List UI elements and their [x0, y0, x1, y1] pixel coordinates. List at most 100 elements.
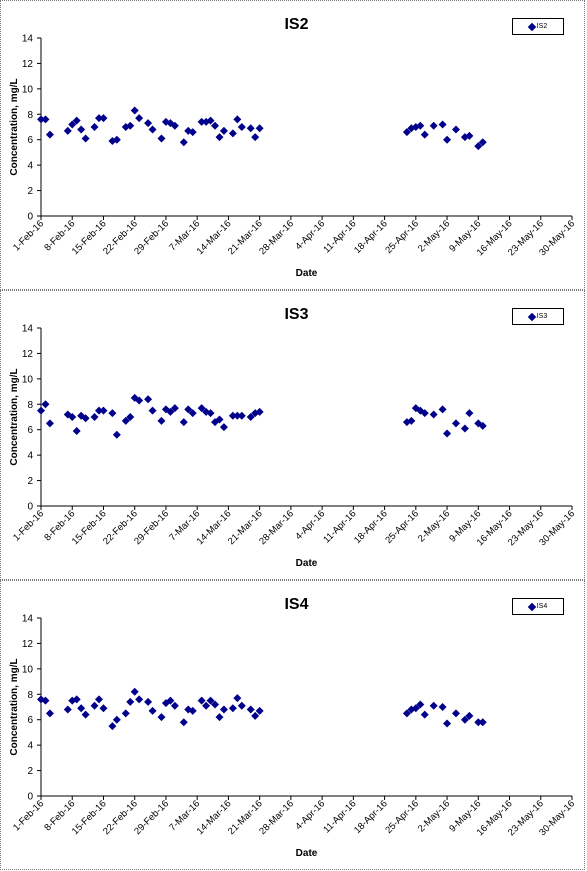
- data-point: [228, 129, 237, 138]
- data-point: [179, 718, 188, 727]
- x-tick-label: 25-Apr-16: [383, 218, 421, 256]
- data-point: [429, 121, 438, 130]
- x-tick-label: 2-May-16: [416, 508, 452, 544]
- legend-is4: IS4: [512, 598, 564, 615]
- data-point: [45, 709, 54, 718]
- data-point: [211, 121, 220, 130]
- data-point: [95, 406, 104, 415]
- data-point: [72, 695, 81, 704]
- data-point: [112, 135, 121, 144]
- data-point: [451, 125, 460, 134]
- data-point: [197, 404, 206, 413]
- data-point: [228, 411, 237, 420]
- data-point: [99, 704, 108, 713]
- chart-title: IS3: [284, 306, 308, 323]
- data-point: [246, 705, 255, 714]
- data-point: [90, 701, 99, 710]
- data-point: [130, 687, 139, 696]
- legend-marker-icon: [527, 312, 536, 321]
- data-point: [251, 133, 260, 142]
- data-point: [170, 701, 179, 710]
- data-point: [219, 705, 228, 714]
- data-point: [144, 697, 153, 706]
- data-point: [41, 400, 50, 409]
- y-tick-label: 4: [27, 161, 33, 172]
- y-tick-label: 14: [22, 324, 34, 335]
- data-point: [77, 125, 86, 134]
- data-point: [478, 718, 487, 727]
- chart-svg-is2: IS2024681012141-Feb-168-Feb-1615-Feb-162…: [9, 16, 577, 279]
- data-point: [237, 123, 246, 131]
- x-tick-label: 29-Feb-16: [132, 798, 171, 837]
- legend-label: IS4: [536, 603, 548, 610]
- y-tick-label: 6: [27, 715, 33, 726]
- data-point: [148, 706, 157, 715]
- data-point: [112, 430, 121, 439]
- x-tick-label: 1-Feb-16: [11, 218, 46, 253]
- data-point: [206, 696, 215, 705]
- data-point: [188, 409, 197, 418]
- data-point: [474, 718, 483, 727]
- data-point: [188, 128, 197, 137]
- y-tick-label: 4: [27, 451, 33, 462]
- data-point: [121, 709, 130, 718]
- data-point: [438, 405, 447, 414]
- data-point: [63, 410, 72, 419]
- y-tick-label: 8: [27, 110, 33, 121]
- x-tick-label: 28-Mar-16: [257, 798, 296, 837]
- y-tick-label: 0: [27, 792, 33, 803]
- data-point: [157, 713, 166, 722]
- data-point: [144, 119, 153, 128]
- data-point: [206, 409, 215, 418]
- data-point: [416, 121, 425, 130]
- data-point: [407, 416, 416, 425]
- data-point: [63, 705, 72, 714]
- y-tick-label: 0: [27, 212, 33, 223]
- data-point: [126, 121, 135, 130]
- data-point: [166, 696, 175, 705]
- data-point: [184, 405, 193, 414]
- x-axis-label: Date: [296, 558, 318, 569]
- x-tick-label: 28-Mar-16: [257, 218, 296, 257]
- data-point: [72, 116, 81, 125]
- data-point: [237, 411, 246, 420]
- data-point: [443, 719, 452, 728]
- data-point: [219, 126, 228, 135]
- data-point: [411, 404, 420, 413]
- chart-panel-is4: IS4 0 2 4 6 8 10 12 14 1-Feb-16 8-Feb-16 15-Feb-16 2…: [0, 580, 585, 870]
- data-point: [478, 421, 487, 430]
- data-point: [188, 706, 197, 715]
- legend-marker-icon: [527, 602, 536, 611]
- y-tick-label: 6: [27, 425, 33, 436]
- data-point: [460, 424, 469, 433]
- data-point: [429, 410, 438, 419]
- legend-label: IS3: [536, 313, 548, 320]
- data-point: [126, 697, 135, 706]
- data-point: [420, 130, 429, 139]
- data-point: [121, 416, 130, 425]
- data-point: [81, 414, 90, 423]
- data-point: [90, 123, 99, 131]
- data-point: [130, 393, 139, 402]
- data-point: [197, 117, 206, 126]
- data-point: [219, 423, 228, 432]
- legend-marker-icon: [527, 22, 536, 31]
- data-point: [130, 106, 139, 115]
- x-tick-label: 1-Feb-16: [11, 798, 46, 833]
- data-point: [411, 704, 420, 713]
- y-tick-label: 12: [22, 349, 34, 360]
- data-point: [37, 406, 45, 415]
- data-point: [246, 124, 255, 133]
- data-point: [166, 407, 175, 416]
- data-point: [407, 705, 416, 714]
- data-point: [420, 409, 429, 418]
- data-point: [170, 121, 179, 130]
- data-point: [233, 694, 242, 703]
- y-tick-label: 8: [27, 690, 33, 701]
- y-tick-label: 0: [27, 502, 33, 513]
- data-point: [451, 709, 460, 718]
- y-tick-label: 12: [22, 59, 34, 70]
- data-point: [215, 713, 224, 722]
- data-point: [251, 711, 260, 720]
- data-point: [157, 134, 166, 143]
